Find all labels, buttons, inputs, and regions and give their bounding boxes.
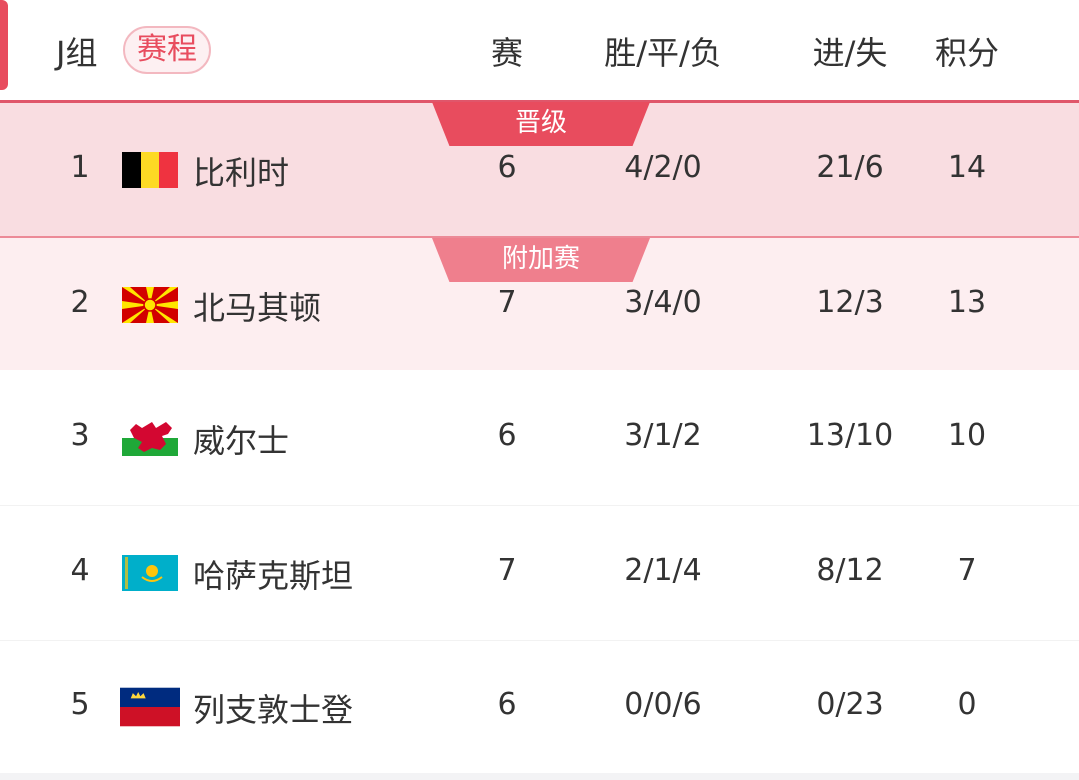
team-name[interactable]: 比利时 [193,154,290,192]
col-goals: 进/失 [812,34,888,72]
liechtenstein-flag-icon [120,687,180,727]
active-indicator [0,0,8,90]
divider [0,773,1079,780]
team-name[interactable]: 北马其顿 [193,289,322,327]
points: 14 [947,150,987,185]
col-wdl: 胜/平/负 [604,34,722,72]
played: 6 [497,686,517,722]
divider [0,505,1079,506]
table-header: J组 赛程 赛 胜/平/负 进/失 积分 [0,0,1079,100]
group-title: J组 [56,34,98,72]
wales-flag-icon [122,419,178,456]
rank: 5 [70,686,90,722]
points: 7 [957,552,977,588]
kazakhstan-flag-icon [122,554,178,591]
played: 7 [497,285,517,320]
goals: 21/6 [816,150,884,185]
played: 6 [497,417,517,453]
table-row[interactable]: 1 比利时 6 4/2/0 21/6 14 [0,150,1079,192]
wdl: 3/1/2 [624,417,702,453]
col-points: 积分 [934,34,1000,72]
table-row[interactable]: 5 列支敦士登 6 0/0/6 0/23 0 [0,686,1079,729]
belgium-flag-icon [122,152,178,188]
rank: 2 [70,285,90,320]
north-macedonia-flag-icon [122,287,178,323]
wdl: 2/1/4 [624,552,702,588]
rank: 4 [70,552,90,588]
played: 6 [497,150,517,185]
team-name[interactable]: 列支敦士登 [193,690,354,729]
points: 13 [947,285,987,320]
points: 10 [947,417,987,453]
wdl: 4/2/0 [624,150,702,185]
wdl: 0/0/6 [624,686,702,722]
goals: 0/23 [816,686,884,722]
rank: 3 [70,417,90,453]
goals: 8/12 [816,552,884,588]
table-row[interactable]: 2 北马其顿 7 3/4/0 12/3 13 [0,285,1079,327]
playoff-badge: 附加赛 [432,238,650,282]
table-row[interactable]: 3 威尔士 6 3/1/2 13/10 10 [0,417,1079,460]
points: 0 [957,686,977,722]
played: 7 [497,552,517,588]
divider [0,640,1079,641]
goals: 12/3 [816,285,884,320]
goals: 13/10 [806,417,894,453]
table-row[interactable]: 4 哈萨克斯坦 7 2/1/4 8/12 7 [0,552,1079,595]
team-name[interactable]: 哈萨克斯坦 [193,556,354,595]
qualified-badge: 晋级 [432,102,650,146]
rank: 1 [70,150,90,185]
team-name[interactable]: 威尔士 [193,421,290,460]
schedule-button[interactable]: 赛程 [123,26,211,74]
col-played: 赛 [490,34,524,72]
wdl: 3/4/0 [624,285,702,320]
